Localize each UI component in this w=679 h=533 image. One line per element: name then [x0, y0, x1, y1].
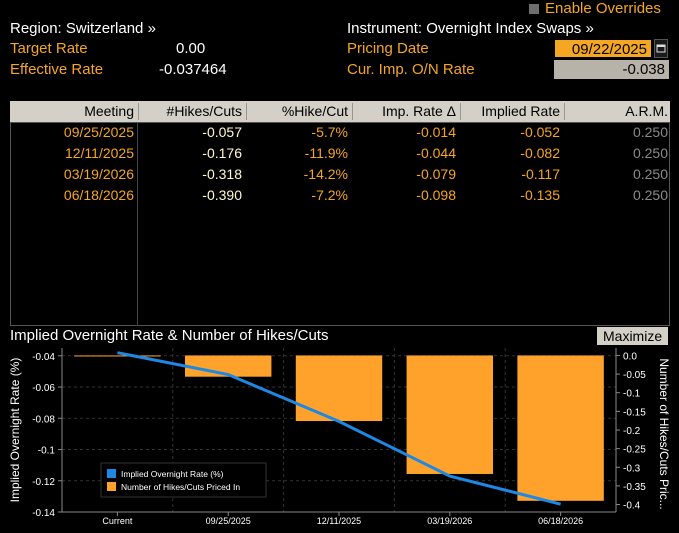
col-separator	[564, 103, 565, 120]
col-separator	[138, 103, 139, 120]
cur-imp-rate-input[interactable]: -0.038	[554, 60, 669, 79]
calendar-icon[interactable]	[654, 39, 668, 58]
effective-rate-value: -0.037464	[159, 61, 227, 78]
cell-imp-rate-delta: -0.014	[416, 124, 456, 140]
y-right-tick-label: -0.15	[623, 407, 646, 418]
y-left-tick-label: -0.1	[38, 446, 56, 457]
cell-implied-rate: -0.135	[520, 187, 560, 203]
bar-hikes-cuts	[517, 355, 604, 501]
cell-arm: 0.250	[632, 145, 668, 161]
cell-meeting[interactable]: 12/11/2025	[64, 145, 134, 161]
cell-pct-hike-cut: -7.2%	[311, 187, 348, 203]
bar-hikes-cuts	[406, 355, 494, 474]
cell-imp-rate-delta: -0.044	[416, 145, 456, 161]
legend-swatch	[107, 482, 116, 491]
enable-overrides-label[interactable]: Enable Overrides	[545, 0, 661, 17]
col-separator	[352, 103, 353, 120]
cell-pct-hike-cut: -14.2%	[303, 166, 348, 182]
enable-overrides-checkbox[interactable]	[529, 4, 539, 14]
cell-arm: 0.250	[632, 166, 668, 182]
y-right-axis-title: Number of Hikes/Cuts Pric...	[657, 358, 671, 509]
x-tick-label: 06/18/2026	[538, 516, 583, 526]
legend-label: Implied Overnight Rate (%)	[121, 469, 224, 479]
col-implied-rate[interactable]: Implied Rate	[481, 103, 560, 119]
cell-hikes-cuts: -0.390	[202, 187, 242, 203]
y-left-tick-label: -0.04	[32, 352, 55, 363]
y-right-tick-label: -0.35	[623, 482, 646, 493]
col-separator	[246, 103, 247, 120]
bar-hikes-cuts	[184, 355, 272, 377]
col-hikes-cuts[interactable]: #Hikes/Cuts	[166, 103, 242, 119]
y-right-tick-label: -0.1	[623, 389, 641, 400]
maximize-button[interactable]: Maximize	[597, 327, 669, 345]
y-left-axis-title: Implied Overnight Rate (%)	[8, 358, 22, 503]
col-separator	[460, 103, 461, 120]
y-right-tick-label: 0.0	[623, 351, 637, 362]
x-tick-label: Current	[102, 516, 133, 526]
legend-label: Number of Hikes/Cuts Priced In	[121, 482, 240, 492]
cur-imp-rate-label: Cur. Imp. O/N Rate	[347, 61, 475, 78]
y-right-tick-label: -0.2	[623, 426, 641, 437]
x-tick-label: 09/25/2025	[206, 516, 251, 526]
y-left-tick-label: -0.14	[32, 508, 55, 519]
cell-pct-hike-cut: -11.9%	[304, 145, 348, 161]
cell-hikes-cuts: -0.318	[202, 166, 242, 182]
bar-hikes-cuts	[295, 355, 383, 422]
pricing-date-input[interactable]: 09/22/2025	[554, 39, 652, 58]
cell-meeting[interactable]: 09/25/2025	[63, 124, 134, 140]
cell-implied-rate: -0.082	[520, 145, 560, 161]
legend-box	[100, 462, 267, 498]
col-meeting[interactable]: Meeting	[84, 103, 134, 119]
x-tick-label: 03/19/2026	[427, 516, 472, 526]
y-left-tick-label: -0.06	[32, 383, 55, 394]
cell-hikes-cuts: -0.176	[202, 145, 242, 161]
line-implied-rate	[117, 351, 561, 506]
x-tick-label: 12/11/2025	[317, 516, 361, 526]
calendar-icon-glyph	[656, 44, 666, 53]
effective-rate-label: Effective Rate	[10, 61, 104, 78]
y-right-tick-label: -0.3	[623, 463, 641, 474]
table-column-divider	[137, 122, 138, 326]
col-pct-hike-cut[interactable]: %Hike/Cut	[281, 103, 348, 119]
cell-imp-rate-delta: -0.098	[416, 187, 456, 203]
col-arm[interactable]: A.R.M.	[625, 103, 668, 119]
target-rate-value: 0.00	[176, 40, 206, 57]
bar-hikes-cuts	[74, 355, 161, 357]
table-body	[10, 122, 670, 326]
cell-meeting[interactable]: 06/18/2026	[63, 187, 134, 203]
legend-swatch	[107, 469, 116, 478]
region-selector[interactable]: Region: Switzerland »	[10, 20, 156, 37]
y-right-tick-label: -0.05	[623, 370, 646, 381]
cell-hikes-cuts: -0.057	[202, 124, 242, 140]
cell-meeting[interactable]: 03/19/2026	[63, 166, 134, 182]
cell-implied-rate: -0.117	[521, 166, 560, 182]
cell-pct-hike-cut: -5.7%	[311, 124, 348, 140]
cell-imp-rate-delta: -0.079	[416, 166, 456, 182]
instrument-selector[interactable]: Instrument: Overnight Index Swaps »	[347, 20, 594, 37]
target-rate-label: Target Rate	[10, 40, 88, 57]
y-left-tick-label: -0.08	[32, 414, 55, 425]
y-left-tick-label: -0.12	[32, 477, 55, 488]
cell-implied-rate: -0.052	[520, 124, 560, 140]
pricing-date-label: Pricing Date	[347, 40, 429, 57]
cell-arm: 0.250	[632, 187, 668, 203]
y-right-tick-label: -0.25	[623, 445, 646, 456]
y-right-tick-label: -0.4	[623, 501, 641, 512]
col-imp-rate-delta[interactable]: Imp. Rate Δ	[382, 103, 456, 119]
cell-arm: 0.250	[632, 124, 668, 140]
chart-title: Implied Overnight Rate & Number of Hikes…	[10, 327, 329, 344]
table-header: Meeting #Hikes/Cuts %Hike/Cut Imp. Rate …	[10, 101, 670, 122]
